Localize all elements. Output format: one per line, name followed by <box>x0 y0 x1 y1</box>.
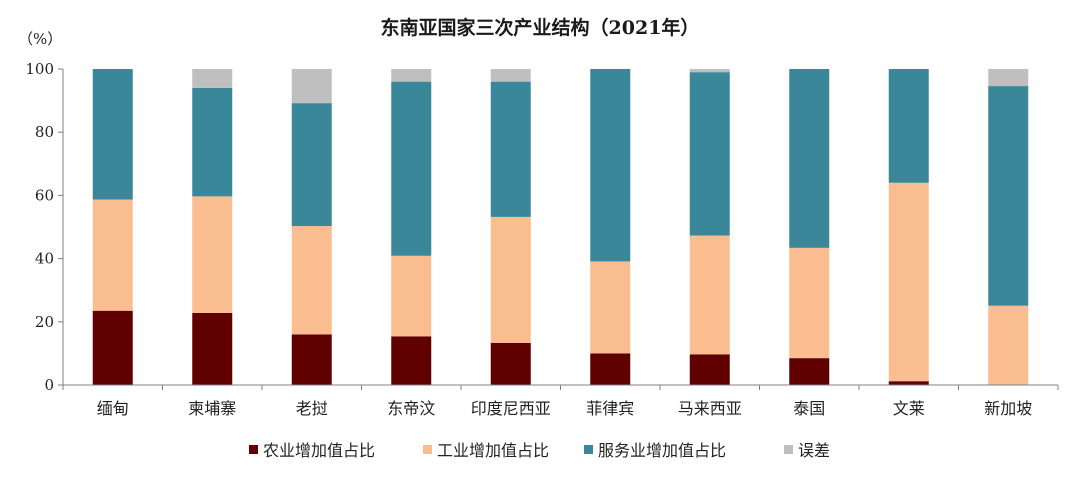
bar-segment-10-series-2 <box>988 305 1029 385</box>
bar-segment-2-series-1 <box>192 312 233 385</box>
y-tick-label: 20 <box>35 313 54 331</box>
chart-title: 东南亚国家三次产业结构（2021年） <box>381 16 700 39</box>
x-tick-label: 菲律宾 <box>586 399 634 418</box>
x-tick-label: 缅甸 <box>97 399 129 418</box>
bar-segment-7-series-2 <box>689 235 730 355</box>
bar-segment-9-series-1 <box>888 381 929 385</box>
bar-segment-8-series-1 <box>789 358 830 385</box>
bar-segment-9-series-2 <box>888 182 929 382</box>
bar-segment-5-series-2 <box>490 216 531 343</box>
legend-swatch-2 <box>423 445 432 454</box>
bar-segment-6-series-1 <box>590 353 631 385</box>
x-tick-label: 东帝汶 <box>387 399 435 418</box>
bar-segment-5-series-3 <box>490 81 531 217</box>
bar-segment-7-series-3 <box>689 72 730 236</box>
legend-swatch-4 <box>784 445 793 454</box>
y-tick-label: 0 <box>44 376 54 394</box>
bar-segment-7-series-4 <box>689 69 730 73</box>
bar-segment-1-series-1 <box>92 310 133 385</box>
x-tick-label: 新加坡 <box>984 399 1032 418</box>
bar-segment-1-series-2 <box>92 199 133 311</box>
y-tick-label: 100 <box>25 60 54 78</box>
bar-segment-3-series-2 <box>291 226 332 335</box>
bar-segment-4-series-2 <box>391 255 432 337</box>
legend-label-3: 服务业增加值占比 <box>598 441 726 460</box>
legend-swatch-1 <box>249 445 258 454</box>
x-tick-label: 印度尼西亚 <box>471 399 551 418</box>
bar-segment-2-series-2 <box>192 196 233 313</box>
x-tick-label: 文莱 <box>893 399 925 418</box>
bar-segment-2-series-4 <box>192 69 233 88</box>
legend: 农业增加值占比 工业增加值占比 服务业增加值占比 误差 <box>249 441 830 460</box>
bar-segment-3-series-3 <box>291 103 332 227</box>
bar-segment-9-series-3 <box>888 69 929 183</box>
y-axis-unit-label: （%） <box>18 30 62 48</box>
bar-segment-6-series-2 <box>590 261 631 354</box>
bar-segment-1-series-3 <box>92 69 133 200</box>
x-tick-label: 老挝 <box>296 399 328 418</box>
bar-segment-6-series-3 <box>590 69 631 262</box>
bar-segment-4-series-3 <box>391 81 432 256</box>
bar-segment-4-series-1 <box>391 336 432 385</box>
bar-segment-3-series-1 <box>291 334 332 385</box>
legend-label-2: 工业增加值占比 <box>437 441 549 460</box>
legend-swatch-3 <box>584 445 593 454</box>
bar-segment-4-series-4 <box>391 69 432 82</box>
bar-segment-8-series-2 <box>789 247 830 359</box>
bar-segment-8-series-3 <box>789 69 830 248</box>
x-tick-label: 马来西亚 <box>678 399 742 418</box>
bar-segment-7-series-1 <box>689 354 730 385</box>
bar-segment-5-series-1 <box>490 342 531 385</box>
bar-segment-10-series-3 <box>988 86 1029 306</box>
y-tick-label: 60 <box>35 186 54 204</box>
bar-segment-2-series-3 <box>192 87 233 197</box>
legend-label-1: 农业增加值占比 <box>263 441 375 460</box>
axes-layer: 缅甸 柬埔寨 老挝 东帝汶 印度尼西亚 菲律宾 马来西亚 泰国 文莱 新加坡 0 20 40 60 80 10… <box>25 60 1059 418</box>
bar-segment-5-series-4 <box>490 69 531 82</box>
x-tick-label: 柬埔寨 <box>188 399 236 418</box>
bar-segment-10-series-4 <box>988 69 1029 87</box>
y-tick-label: 40 <box>35 250 54 268</box>
bar-segment-3-series-4 <box>291 69 332 104</box>
bars-layer <box>92 69 1029 385</box>
x-tick-label: 泰国 <box>793 399 825 418</box>
legend-label-4: 误差 <box>798 441 830 460</box>
y-tick-label: 80 <box>35 123 54 141</box>
